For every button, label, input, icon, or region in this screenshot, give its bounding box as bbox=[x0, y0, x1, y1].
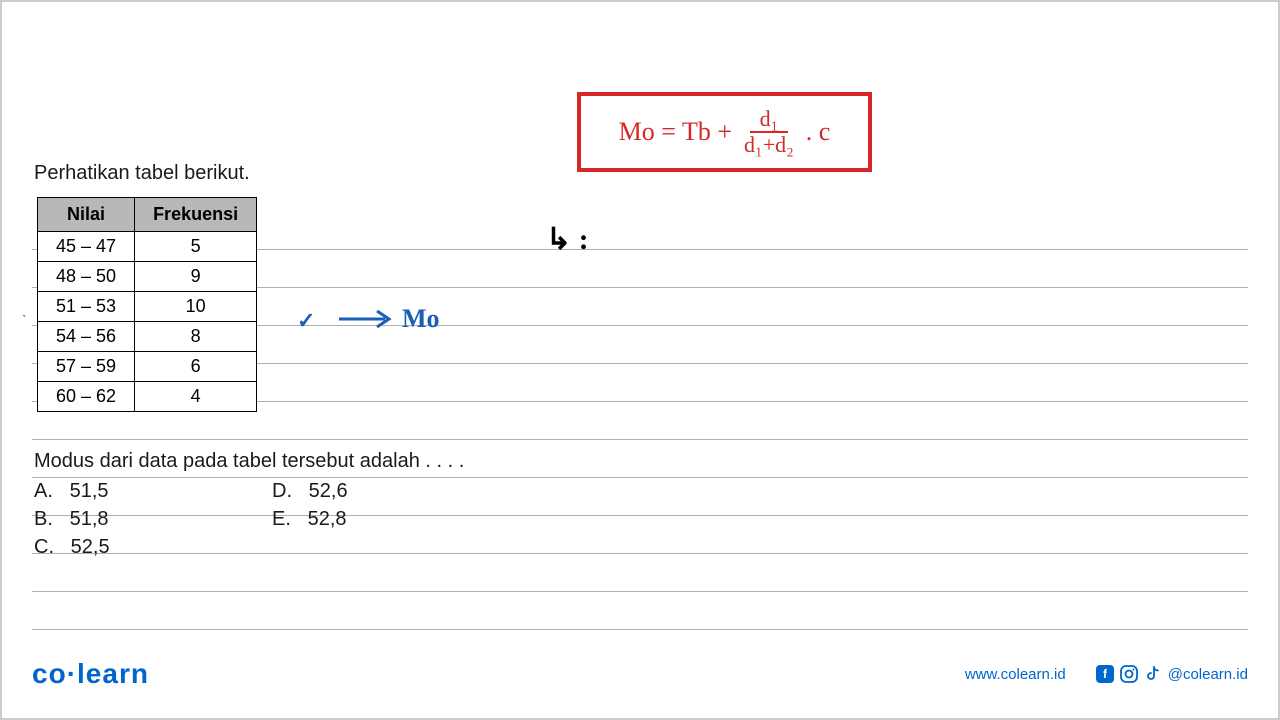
formula-text: Mo = Tb + d₁ d₁+d₂ . c bbox=[619, 107, 831, 157]
arrow-icon bbox=[337, 307, 397, 331]
content-area: ` Perhatikan tabel berikut. Nilai Frekue… bbox=[32, 22, 1248, 638]
formula-denominator: d₁+d₂ bbox=[740, 133, 798, 157]
option-d: D. 52,6 bbox=[272, 477, 348, 505]
formula-lhs: Mo = Tb + bbox=[619, 117, 732, 147]
social-icons: f @colearn.id bbox=[1096, 665, 1248, 683]
formula-numerator: d₁ bbox=[750, 107, 789, 133]
table-row: 54 – 568 bbox=[38, 322, 257, 352]
table-header-row: Nilai Frekuensi bbox=[38, 198, 257, 232]
footer-right: www.colearn.id f @colearn.id bbox=[965, 665, 1248, 683]
table-row: 51 – 5310 bbox=[38, 292, 257, 322]
stray-mark: ` bbox=[22, 312, 27, 328]
footer-handle: @colearn.id bbox=[1168, 666, 1248, 683]
footer: co·learn www.colearn.id f @colearn.id bbox=[32, 658, 1248, 690]
problem-intro: Perhatikan tabel berikut. bbox=[34, 162, 250, 185]
question-text: Modus dari data pada tabel tersebut adal… bbox=[34, 450, 464, 473]
footer-url: www.colearn.id bbox=[965, 666, 1066, 683]
header-nilai: Nilai bbox=[38, 198, 135, 232]
table-row: 45 – 475 bbox=[38, 232, 257, 262]
option-c: C. 52,5 bbox=[34, 533, 110, 561]
table-row: 57 – 596 bbox=[38, 352, 257, 382]
logo-part2: learn bbox=[77, 658, 149, 689]
frequency-table: Nilai Frekuensi 45 – 475 48 – 509 51 – 5… bbox=[37, 197, 257, 412]
formula-suffix: . c bbox=[806, 117, 831, 147]
option-a: A. 51,5 bbox=[34, 477, 110, 505]
formula-box: Mo = Tb + d₁ d₁+d₂ . c bbox=[577, 92, 872, 172]
header-frekuensi: Frekuensi bbox=[135, 198, 257, 232]
handwriting-arrow-note: ↳ : bbox=[546, 222, 589, 257]
facebook-icon: f bbox=[1096, 665, 1114, 683]
brand-logo: co·learn bbox=[32, 658, 149, 690]
mo-label-annotation: Mo bbox=[402, 304, 440, 334]
tiktok-icon bbox=[1144, 665, 1162, 683]
option-e: E. 52,8 bbox=[272, 505, 348, 533]
table-row: 60 – 624 bbox=[38, 382, 257, 412]
checkmark-annotation: ✓ bbox=[297, 308, 315, 334]
instagram-icon bbox=[1120, 665, 1138, 683]
options-column-1: A. 51,5 B. 51,8 C. 52,5 bbox=[34, 477, 110, 561]
formula-fraction: d₁ d₁+d₂ bbox=[740, 107, 798, 157]
option-b: B. 51,8 bbox=[34, 505, 110, 533]
logo-part1: co bbox=[32, 658, 67, 689]
table-row: 48 – 509 bbox=[38, 262, 257, 292]
options-column-2: D. 52,6 E. 52,8 bbox=[272, 477, 348, 533]
